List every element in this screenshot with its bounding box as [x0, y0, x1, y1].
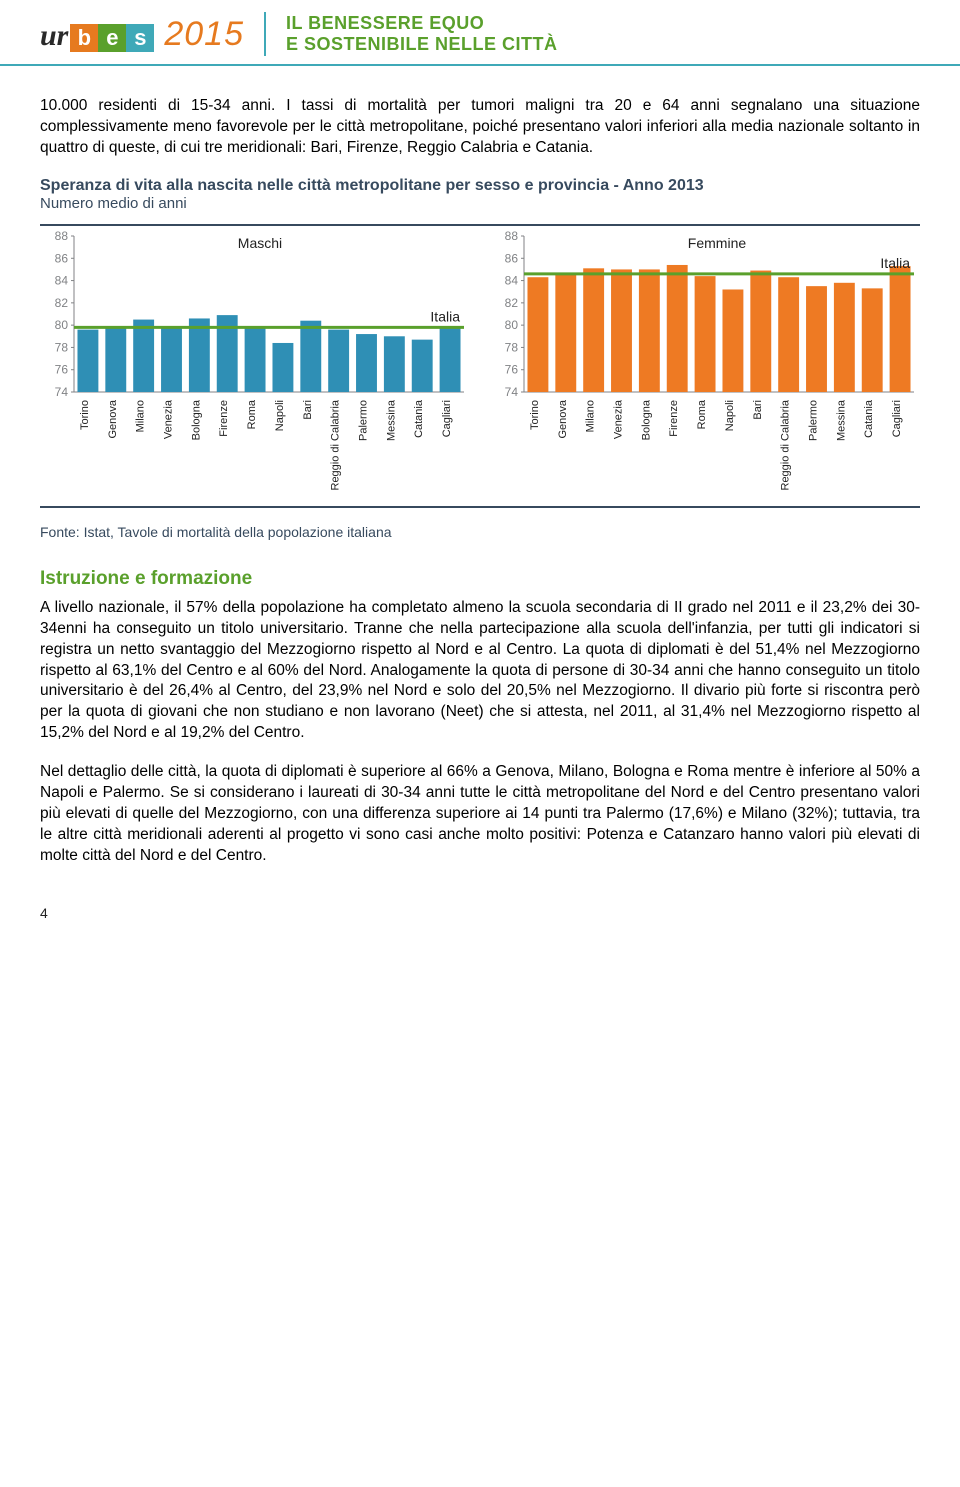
svg-text:Genova: Genova	[107, 399, 119, 438]
chart-block: 74 76 78 80 82 84 86 88 Maschi Italia Torino Genova…	[40, 224, 920, 508]
svg-text:88: 88	[505, 230, 519, 243]
svg-text:78: 78	[505, 340, 519, 354]
chart-title: Speranza di vita alla nascita nelle citt…	[40, 177, 920, 195]
svg-text:74: 74	[55, 385, 69, 399]
svg-text:Bologna: Bologna	[190, 399, 202, 440]
chart-femmine: 74 76 78 80 82 84 86 88 Femmine Italia Torino Genov…	[490, 230, 920, 490]
chart-maschi: 74 76 78 80 82 84 86 88 Maschi Italia Torino Genova…	[40, 230, 470, 490]
svg-text:84: 84	[505, 273, 519, 287]
tagline-line1: IL BENESSERE EQUO	[286, 13, 558, 34]
svg-text:Bari: Bari	[302, 400, 314, 420]
logo-e-box: e	[98, 24, 126, 52]
header-tagline: IL BENESSERE EQUO E SOSTENIBILE NELLE CI…	[286, 13, 558, 54]
svg-text:Reggio di Calabria: Reggio di Calabria	[330, 399, 342, 490]
svg-text:84: 84	[55, 273, 69, 287]
svg-text:82: 82	[55, 296, 69, 310]
svg-text:Italia: Italia	[430, 308, 460, 324]
charts-row: 74 76 78 80 82 84 86 88 Maschi Italia Torino Genova…	[40, 226, 920, 496]
svg-text:Milano: Milano	[135, 400, 147, 432]
section-heading-istruzione: Istruzione e formazione	[40, 568, 920, 590]
svg-text:86: 86	[505, 251, 519, 265]
svg-text:80: 80	[505, 318, 519, 332]
svg-text:80: 80	[55, 318, 69, 332]
logo-s-box: s	[126, 24, 154, 52]
chart-subtitle: Numero medio di anni	[40, 195, 920, 212]
svg-text:78: 78	[55, 340, 69, 354]
chart-source: Fonte: Istat, Tavole di mortalità della …	[40, 524, 920, 540]
logo-boxes: b e s	[70, 24, 154, 52]
svg-text:Maschi: Maschi	[238, 235, 282, 251]
svg-text:Torino: Torino	[79, 400, 91, 430]
svg-text:Venezia: Venezia	[163, 399, 175, 439]
intro-paragraph: 10.000 residenti di 15-34 anni. I tassi …	[40, 96, 920, 159]
chart-title-block: Speranza di vita alla nascita nelle citt…	[40, 177, 920, 212]
svg-text:Napoli: Napoli	[724, 400, 736, 431]
svg-text:Femmine: Femmine	[688, 235, 747, 251]
tagline-line2: E SOSTENIBILE NELLE CITTÀ	[286, 34, 558, 55]
svg-text:Venezia: Venezia	[613, 399, 625, 439]
section-p2: Nel dettaglio delle città, la quota di d…	[40, 762, 920, 867]
logo-ur-text: ur	[40, 19, 68, 53]
svg-text:Genova: Genova	[557, 399, 569, 438]
svg-text:Roma: Roma	[246, 399, 258, 429]
svg-text:Napoli: Napoli	[274, 400, 286, 431]
svg-text:Torino: Torino	[529, 400, 541, 430]
svg-text:76: 76	[505, 362, 519, 376]
svg-text:Roma: Roma	[696, 399, 708, 429]
header-separator	[264, 12, 266, 56]
svg-text:Cagliari: Cagliari	[891, 400, 903, 437]
logo-urbes: ur b e s 2015	[40, 15, 244, 54]
svg-text:Reggio di Calabria: Reggio di Calabria	[780, 399, 792, 490]
svg-text:Palermo: Palermo	[808, 400, 820, 441]
svg-text:Palermo: Palermo	[358, 400, 370, 441]
svg-text:76: 76	[55, 362, 69, 376]
svg-text:88: 88	[55, 230, 69, 243]
svg-text:Catania: Catania	[413, 399, 425, 438]
page-number: 4	[0, 905, 960, 951]
svg-text:Bologna: Bologna	[640, 399, 652, 440]
svg-text:Cagliari: Cagliari	[441, 400, 453, 437]
svg-text:Milano: Milano	[585, 400, 597, 432]
logo-b-box: b	[70, 24, 98, 52]
svg-text:82: 82	[505, 296, 519, 310]
page-content: 10.000 residenti di 15-34 anni. I tassi …	[0, 66, 960, 905]
svg-text:Bari: Bari	[752, 400, 764, 420]
svg-text:Catania: Catania	[863, 399, 875, 438]
svg-text:86: 86	[55, 251, 69, 265]
logo-year: 2015	[164, 15, 244, 54]
svg-text:Messina: Messina	[385, 399, 397, 441]
page-header: ur b e s 2015 IL BENESSERE EQUO E SOSTEN…	[0, 0, 960, 66]
svg-text:Italia: Italia	[880, 255, 910, 271]
section-p1: A livello nazionale, il 57% della popola…	[40, 598, 920, 744]
svg-text:74: 74	[505, 385, 519, 399]
svg-text:Firenze: Firenze	[668, 400, 680, 437]
svg-text:Messina: Messina	[835, 399, 847, 441]
svg-text:Firenze: Firenze	[218, 400, 230, 437]
